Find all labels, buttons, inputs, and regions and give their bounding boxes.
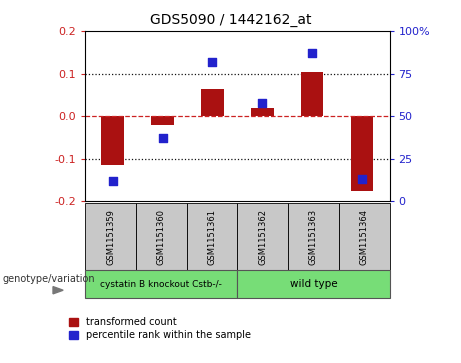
- Bar: [301, 72, 324, 116]
- Point: [109, 178, 117, 184]
- Text: wild type: wild type: [290, 279, 337, 289]
- Point: [209, 59, 216, 65]
- Text: GSM1151362: GSM1151362: [258, 209, 267, 265]
- Bar: [151, 116, 174, 125]
- Text: GSM1151364: GSM1151364: [360, 209, 369, 265]
- Bar: [351, 116, 373, 191]
- Text: GSM1151363: GSM1151363: [309, 209, 318, 265]
- Text: GSM1151359: GSM1151359: [106, 209, 115, 265]
- Bar: [201, 89, 224, 116]
- Point: [358, 176, 366, 182]
- Text: GDS5090 / 1442162_at: GDS5090 / 1442162_at: [150, 13, 311, 27]
- Legend: transformed count, percentile rank within the sample: transformed count, percentile rank withi…: [70, 317, 251, 340]
- Bar: [101, 116, 124, 165]
- Point: [259, 99, 266, 105]
- Text: cystatin B knockout Cstb-/-: cystatin B knockout Cstb-/-: [100, 280, 222, 289]
- Point: [159, 135, 166, 141]
- Text: GSM1151361: GSM1151361: [207, 209, 217, 265]
- Text: genotype/variation: genotype/variation: [2, 274, 95, 284]
- Point: [308, 50, 316, 56]
- Bar: [251, 109, 273, 116]
- Text: GSM1151360: GSM1151360: [157, 209, 166, 265]
